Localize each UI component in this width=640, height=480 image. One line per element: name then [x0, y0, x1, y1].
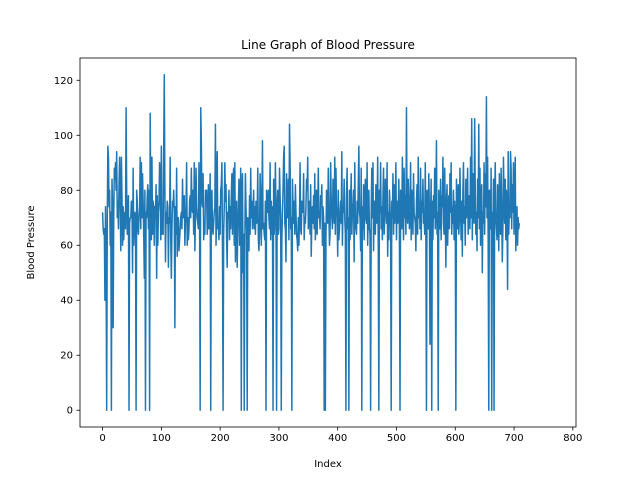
x-tick-label: 500	[387, 433, 406, 444]
y-axis: 0 20 40 60 80 100 120	[54, 76, 80, 417]
y-tick-label: 100	[54, 131, 73, 142]
x-axis-label: Index	[314, 459, 342, 470]
y-tick-label: 120	[54, 76, 73, 87]
x-tick-label: 100	[152, 433, 171, 444]
y-tick-label: 20	[60, 351, 73, 362]
y-axis-label: Blood Pressure	[26, 205, 37, 279]
x-tick-label: 300	[269, 433, 288, 444]
x-tick-label: 800	[563, 433, 582, 444]
x-tick-label: 700	[504, 433, 523, 444]
x-tick-label: 400	[328, 433, 347, 444]
chart-title: Line Graph of Blood Pressure	[241, 38, 415, 52]
x-tick-label: 0	[99, 433, 105, 444]
x-tick-label: 600	[446, 433, 465, 444]
y-tick-label: 0	[67, 406, 73, 417]
x-axis: 0 100 200 300 400 500 600 700 800	[99, 427, 582, 444]
y-tick-label: 60	[60, 241, 73, 252]
plot-area	[101, 74, 521, 411]
y-tick-label: 80	[60, 186, 73, 197]
series-line-0	[101, 74, 521, 411]
axes-frame	[79, 57, 577, 428]
y-tick-label: 40	[60, 296, 73, 307]
x-tick-label: 200	[211, 433, 230, 444]
